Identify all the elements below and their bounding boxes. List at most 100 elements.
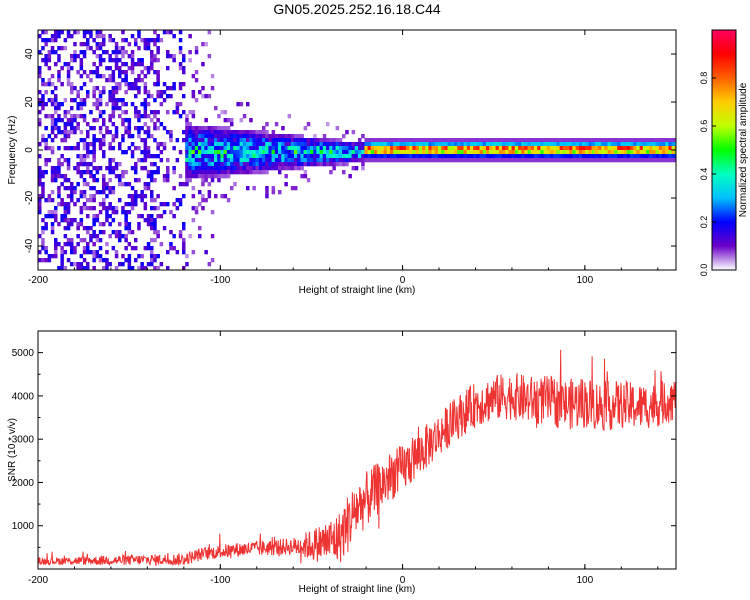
spectrogram-cell — [233, 138, 237, 143]
spectrogram-cell — [108, 114, 112, 119]
spectrogram-cell — [98, 190, 103, 195]
spectrogram-cell — [79, 114, 84, 119]
spectrogram-cell — [130, 34, 135, 39]
spectrogram-cell — [521, 150, 525, 155]
spectrogram-cell — [54, 166, 58, 171]
spectrogram-cell — [159, 158, 164, 163]
spectrogram-cell — [214, 194, 218, 199]
spectrogram-cell — [281, 138, 285, 143]
spectrogram-cell — [38, 118, 42, 123]
spectrogram-cell — [66, 258, 71, 263]
spectrogram-cell — [188, 234, 192, 239]
spectrogram-cell — [239, 130, 244, 135]
spectrogram-cell — [63, 134, 68, 139]
spectrogram-cell — [172, 82, 176, 87]
spectrogram-cell — [182, 242, 186, 247]
spectrogram-cell — [633, 146, 637, 151]
spectrogram-cell — [249, 166, 253, 171]
spectrogram-cell — [508, 158, 512, 163]
spectrogram-cell — [246, 138, 250, 143]
spectrogram-cell — [76, 54, 80, 59]
spectrogram-cell — [284, 146, 288, 151]
spectrogram-cell — [630, 150, 634, 155]
spectrogram-cell — [204, 154, 208, 159]
spectrogram-cell — [127, 146, 132, 151]
spectrogram-cell — [662, 138, 666, 143]
spectrogram-cell — [594, 150, 599, 155]
spectrogram-cell — [92, 94, 96, 99]
spectrogram-cell — [73, 118, 77, 123]
spectrogram-cell — [114, 86, 119, 91]
spectrogram-cell — [306, 158, 311, 163]
spectrogram-cell — [226, 150, 231, 155]
spectrogram-cell — [79, 66, 84, 71]
spectrogram-cell — [111, 86, 116, 91]
spectrogram-cell — [204, 158, 208, 163]
spectrogram-cell — [121, 118, 125, 123]
spectrogram-cell — [262, 130, 266, 135]
spectrogram-cell — [473, 142, 477, 147]
spectrogram-cell — [166, 174, 170, 179]
spectrogram-cell — [73, 54, 77, 59]
spectrogram-cell — [127, 118, 132, 123]
spectrogram-cell — [473, 150, 477, 155]
spectrogram-cell — [268, 158, 272, 163]
spectrogram-cell — [134, 170, 138, 175]
spectrogram-cell — [287, 154, 292, 159]
spectrogram-cell — [674, 138, 676, 143]
spectrogram-cell — [655, 142, 660, 147]
spectrogram-cell — [92, 222, 96, 227]
spectrogram-cell — [489, 154, 493, 159]
spectrogram-cell — [310, 154, 314, 159]
spectrogram-cell — [153, 114, 157, 119]
spectrogram-cell — [438, 150, 442, 155]
spectrogram-cell — [198, 138, 202, 143]
spectrogram-cell — [127, 122, 132, 127]
spectrogram-cell — [655, 146, 660, 151]
spectrogram-cell — [150, 62, 154, 67]
spectrogram-cell — [620, 150, 624, 155]
spectrogram-cell — [66, 242, 71, 247]
spectrogram-cell — [108, 90, 112, 95]
spectrogram-cell — [50, 146, 55, 151]
spectrogram-cell — [210, 130, 215, 135]
spectrogram-cell — [284, 134, 288, 139]
spectrogram-cell — [556, 146, 560, 151]
spectrogram-cell — [521, 154, 525, 159]
spectrogram-cell — [582, 146, 586, 151]
spectrogram-cell — [652, 150, 656, 155]
spectrogram-cell — [380, 146, 384, 151]
spectrogram-cell — [524, 138, 528, 143]
spectrogram-cell — [188, 126, 192, 131]
spectrogram-cell — [178, 202, 183, 207]
spectrogram-cell — [76, 106, 80, 111]
spectrogram-cell — [140, 58, 144, 63]
spectrogram-cell — [47, 78, 52, 83]
spectrogram-cell — [143, 122, 148, 127]
spectrogram-cell — [185, 150, 189, 155]
spectrogram-cell — [143, 102, 148, 107]
spectrogram-cell — [137, 58, 141, 63]
spectrogram-cell — [665, 154, 669, 159]
spectrogram-cell — [431, 150, 436, 155]
spectrogram-cell — [284, 174, 288, 179]
spectrogram-cell — [418, 158, 423, 163]
spectrogram-cell — [505, 142, 509, 147]
spectrogram-cell — [54, 30, 58, 35]
spectrogram-cell — [105, 78, 109, 83]
spectrogram-cell — [47, 82, 52, 87]
spectrogram-cell — [137, 114, 141, 119]
spectrogram-cell — [127, 54, 132, 59]
spectrogram-cell — [290, 150, 295, 155]
spectrogram-cell — [172, 58, 176, 63]
spectrogram-cell — [345, 146, 349, 151]
spectrogram-cell — [578, 158, 583, 163]
spectrogram-cell — [79, 174, 84, 179]
spectrogram-cell — [172, 34, 176, 39]
spectrogram-cell — [140, 190, 144, 195]
spectrogram-cell — [287, 158, 292, 163]
spectrogram-cell — [89, 78, 93, 83]
spectrogram-cell — [162, 30, 167, 35]
spectrogram-cell — [463, 142, 468, 147]
